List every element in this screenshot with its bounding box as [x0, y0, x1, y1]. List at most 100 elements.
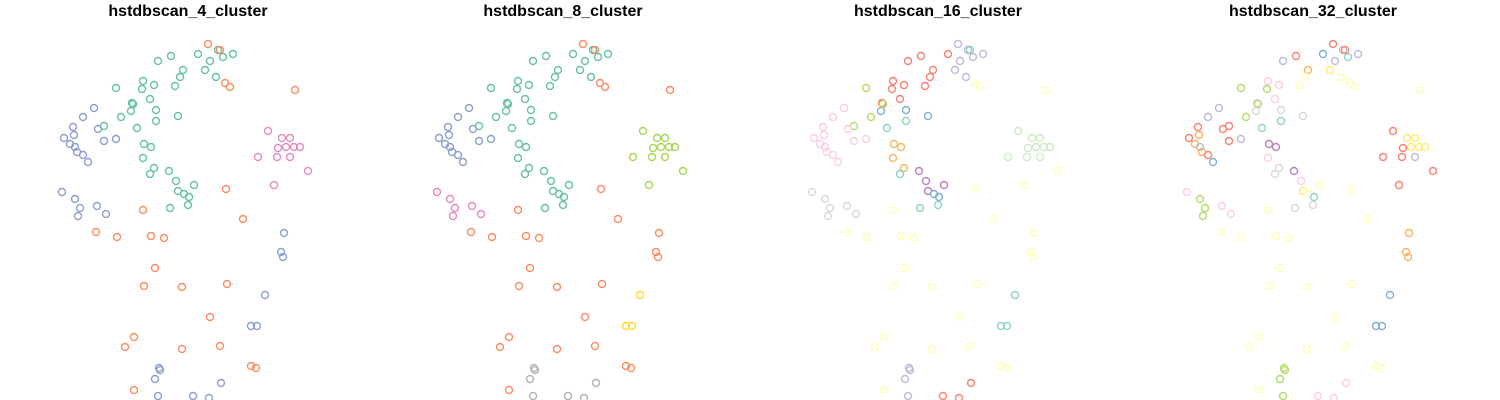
cluster-point — [91, 227, 101, 237]
cluster-point — [660, 152, 670, 162]
cluster-point — [68, 122, 78, 132]
cluster-point — [900, 374, 910, 384]
cluster-point — [111, 83, 121, 93]
cluster-point — [1343, 52, 1353, 62]
cluster-point — [177, 344, 187, 354]
cluster-point — [177, 282, 187, 292]
cluster-point — [120, 342, 130, 352]
cluster-point — [921, 176, 931, 186]
cluster-point — [905, 365, 915, 375]
cluster-point — [1329, 393, 1339, 400]
cluster-point — [1022, 152, 1032, 162]
cluster-point — [1345, 78, 1355, 88]
cluster-point — [1394, 180, 1404, 190]
cluster-point — [915, 203, 925, 213]
cluster-point — [888, 153, 898, 163]
cluster-point — [458, 157, 468, 167]
cluster-point — [166, 51, 176, 61]
cluster-point — [278, 252, 288, 262]
cluster-point — [849, 136, 859, 146]
cluster-point — [590, 341, 600, 351]
cluster-point — [1403, 252, 1413, 262]
cluster-point — [899, 163, 909, 173]
cluster-point — [170, 81, 180, 91]
cluster-point — [842, 201, 852, 211]
points-layer — [57, 39, 313, 400]
cluster-point — [866, 112, 876, 122]
cluster-point — [1027, 133, 1037, 143]
cluster-point — [900, 263, 910, 273]
cluster-point — [1410, 152, 1420, 162]
cluster-point — [665, 85, 675, 95]
cluster-point — [1023, 143, 1033, 153]
cluster-point — [220, 78, 230, 88]
cluster-point — [603, 49, 613, 59]
cluster-point — [968, 52, 978, 62]
cluster-point — [809, 133, 819, 143]
cluster-point — [279, 228, 289, 238]
cluster-point — [453, 150, 463, 160]
cluster-point — [1216, 227, 1226, 237]
cluster-point — [215, 341, 225, 351]
cluster-point — [1363, 214, 1373, 224]
cluster-point — [1313, 391, 1323, 400]
cluster-point — [1276, 116, 1286, 126]
cluster-point — [1300, 72, 1310, 82]
cluster-point — [184, 192, 194, 202]
panel-hstdbscan-8-cluster: hstdbscan_8_cluster — [432, 3, 688, 400]
cluster-point — [204, 393, 214, 400]
cluster-point — [568, 49, 578, 59]
cluster-point — [593, 52, 603, 62]
cluster-point — [495, 342, 505, 352]
cluster-point — [820, 194, 830, 204]
cluster-point — [1035, 152, 1045, 162]
cluster-point — [175, 72, 185, 82]
cluster-point — [564, 180, 574, 190]
cluster-point — [285, 152, 295, 162]
cluster-point — [487, 232, 497, 242]
cluster-point — [596, 184, 606, 194]
cluster-point — [1388, 126, 1398, 136]
cluster-point — [591, 378, 601, 388]
cluster-point — [524, 163, 534, 173]
cluster-point — [205, 56, 215, 66]
cluster-point — [923, 111, 933, 121]
cluster-point — [1378, 152, 1388, 162]
cluster-point — [1341, 378, 1351, 388]
cluster-point — [171, 176, 181, 186]
cluster-point — [146, 231, 156, 241]
cluster-point — [173, 111, 183, 121]
cluster-point — [579, 393, 589, 400]
cluster-point — [934, 192, 944, 202]
points-layer — [807, 39, 1063, 400]
cluster-point — [580, 312, 590, 322]
cluster-point — [200, 65, 210, 75]
cluster-point — [445, 194, 455, 204]
cluster-point — [1346, 184, 1356, 194]
cluster-point — [281, 142, 291, 152]
cluster-point — [839, 103, 849, 113]
cluster-point — [525, 374, 535, 384]
cluster-point — [453, 112, 463, 122]
cluster-point — [138, 76, 148, 86]
cluster-point — [165, 203, 175, 213]
cluster-point — [670, 142, 680, 152]
cluster-point — [132, 123, 142, 133]
cluster-point — [903, 56, 913, 66]
cluster-point — [1198, 211, 1208, 221]
cluster-point — [221, 184, 231, 194]
cluster-point — [150, 374, 160, 384]
cluster-point — [164, 166, 174, 176]
cluster-point — [101, 209, 111, 219]
cluster-point — [252, 321, 262, 331]
cluster-point — [971, 184, 981, 194]
cluster-point — [138, 153, 148, 163]
cluster-point — [1328, 39, 1338, 49]
cluster-point — [820, 142, 830, 152]
cluster-point — [1040, 85, 1050, 95]
cluster-point — [580, 56, 590, 66]
cluster-point — [996, 361, 1006, 371]
cluster-point — [909, 233, 919, 243]
cluster-point — [513, 205, 523, 215]
cluster-point — [870, 342, 880, 352]
